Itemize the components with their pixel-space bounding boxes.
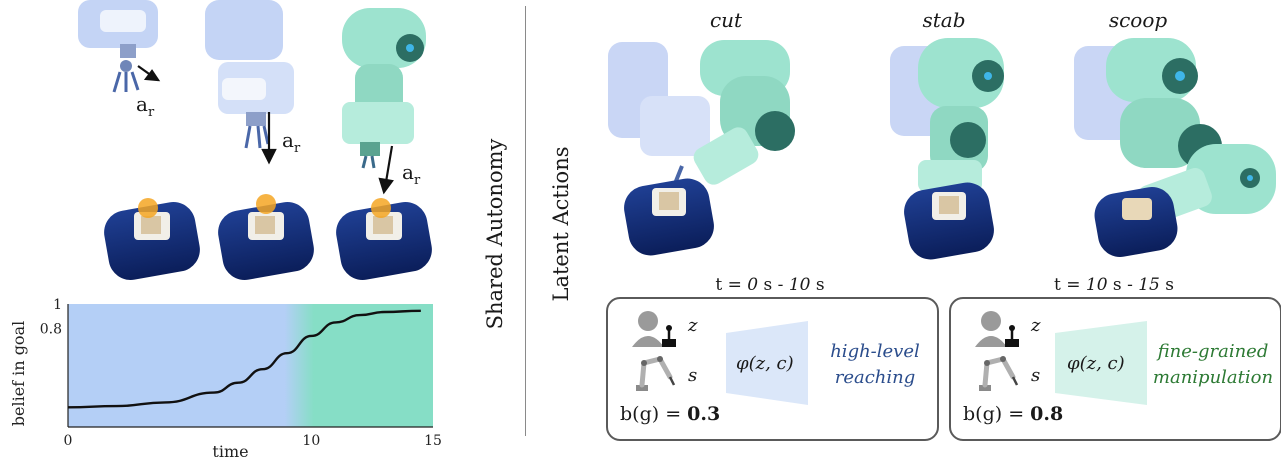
x-tick-label: 15 — [424, 433, 442, 449]
phase-label-reaching: high-level reaching — [830, 341, 920, 388]
shared-autonomy-scene — [78, 0, 432, 280]
state-input-s: s — [1031, 365, 1041, 386]
phase-label-manipulation: fine-grained manipulation — [1152, 341, 1274, 388]
robot-state-icon — [636, 356, 676, 391]
belief-value-reaching: b(g) = 0.3 — [620, 403, 721, 425]
x-axis-label: time — [212, 442, 248, 459]
robot-scoop — [1074, 38, 1276, 257]
action-label-2: ar — [282, 128, 301, 156]
plot-background — [68, 304, 433, 427]
plate-1 — [104, 198, 200, 280]
plate-2 — [218, 194, 314, 280]
x-tick-label: 10 — [302, 433, 320, 449]
latent-actions-label: Latent Actions — [549, 146, 573, 302]
latent-panel-reaching: z s φ(z, c) high-level reaching b(g) = 0… — [606, 297, 939, 441]
action-arrow-3 — [378, 145, 394, 195]
action-arrow-1 — [137, 65, 161, 82]
belief-value-manipulation: b(g) = 0.8 — [963, 403, 1064, 425]
user-joystick-icon — [632, 311, 676, 347]
y-axis-label: belief in goal — [9, 321, 28, 426]
section-divider — [525, 6, 526, 436]
action-arrow-2 — [261, 112, 277, 165]
column-title-cut: cut — [709, 8, 743, 32]
y-tick-label: 1 — [53, 297, 62, 313]
belief-curve — [67, 309, 421, 409]
robot-cut — [608, 40, 795, 256]
action-label-1: ar — [136, 92, 155, 120]
latent-input-z: z — [1031, 315, 1041, 336]
latent-actions-scene — [608, 38, 1276, 260]
user-joystick-icon — [975, 311, 1019, 347]
robot-state-icon — [979, 356, 1019, 391]
shared-autonomy-label: Shared Autonomy — [483, 138, 507, 330]
time-label-2: t = 10 s - 15 s — [1054, 275, 1174, 295]
state-input-s: s — [688, 365, 698, 386]
column-title-stab: stab — [922, 8, 966, 32]
decoder-trapezoid — [726, 321, 808, 405]
robot-arm-1 — [78, 0, 158, 93]
latent-input-z: z — [688, 315, 698, 336]
latent-panel-manipulation: z s φ(z, c) fine-grained manipulation b(… — [949, 297, 1281, 441]
action-label-3: ar — [402, 160, 421, 188]
robot-stab — [890, 38, 1004, 260]
decoder-phi: φ(z, c) — [1067, 353, 1125, 374]
decoder-phi: φ(z, c) — [736, 353, 794, 374]
decoder-trapezoid — [1055, 321, 1147, 405]
x-tick-label: 0 — [64, 433, 73, 449]
time-label-1: t = 0 s - 10 s — [715, 275, 825, 295]
y-tick-label: 0.8 — [40, 322, 62, 338]
plate-3 — [336, 198, 432, 280]
robot-arm-2 — [205, 0, 294, 149]
column-title-scoop: scoop — [1108, 8, 1168, 32]
belief-plot: 1 0.8 0 10 15 time belief in goal — [9, 297, 442, 459]
robot-arm-3 — [342, 8, 426, 169]
